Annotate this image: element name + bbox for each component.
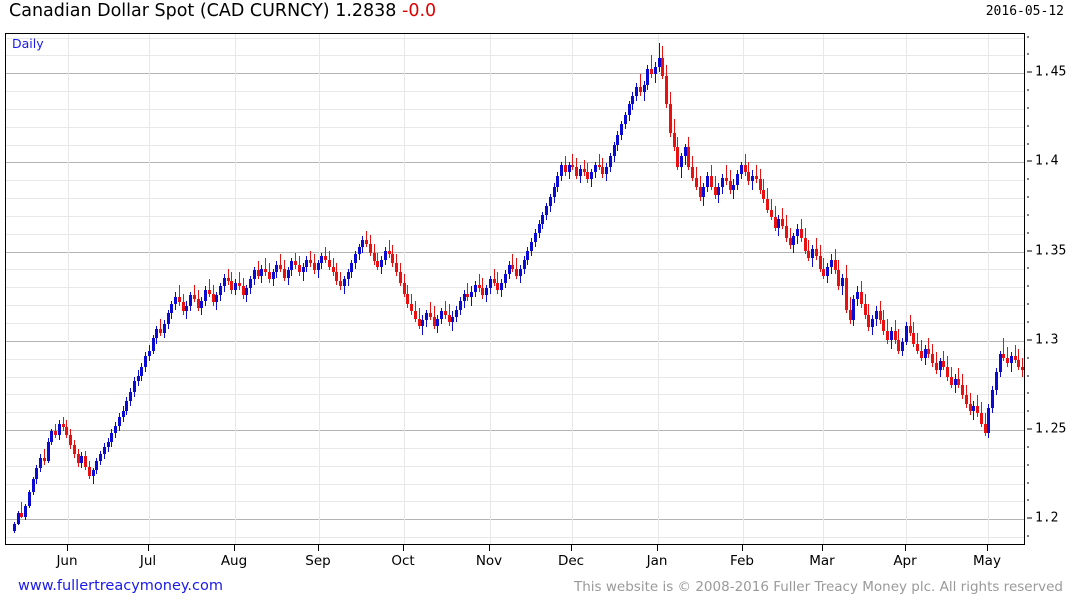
- y-tick-label: 1.35: [1035, 243, 1067, 259]
- x-axis: Jun Jul Aug Sep Oct Nov Dec Jan Feb Mar Apr May: [5, 545, 1025, 573]
- y-tick-mark-minor: [1027, 357, 1029, 359]
- y-tick-mark-minor: [1027, 499, 1029, 501]
- x-tick-mark: [403, 545, 404, 551]
- y-tick-mark-minor: [1027, 285, 1029, 287]
- y-tick-mark-minor: [1027, 214, 1029, 216]
- y-tick-mark: [1027, 71, 1032, 73]
- y-tick-mark-minor: [1027, 410, 1029, 412]
- x-tick-mark: [822, 545, 823, 551]
- y-tick-mark-minor: [1027, 375, 1029, 377]
- y-tick-mark-minor: [1027, 36, 1029, 38]
- x-tick-label: Jan: [646, 553, 668, 569]
- instrument-name: Canadian Dollar Spot (CAD CURNCY): [9, 1, 330, 21]
- period-label: Daily: [12, 36, 44, 51]
- y-axis: 1.2 1.25 1.3 1.35 1.4 1.45: [1027, 33, 1075, 545]
- y-tick-mark-minor: [1027, 321, 1029, 323]
- y-tick-mark-minor: [1027, 125, 1029, 127]
- candlestick-canvas: [6, 34, 1024, 544]
- y-tick-mark-minor: [1027, 107, 1029, 109]
- chart-header: Canadian Dollar Spot (CAD CURNCY) 1.2838…: [0, 0, 1075, 30]
- y-tick-mark-minor: [1027, 482, 1029, 484]
- y-tick-mark: [1027, 428, 1032, 430]
- x-tick-mark: [905, 545, 906, 551]
- x-tick-label: Jul: [139, 553, 157, 569]
- chart-footer: www.fullertreacymoney.com This website i…: [0, 574, 1075, 600]
- y-tick-mark-minor: [1027, 232, 1029, 234]
- y-tick-mark-minor: [1027, 196, 1029, 198]
- x-tick-mark: [657, 545, 658, 551]
- y-tick-mark-minor: [1027, 303, 1029, 305]
- x-tick-mark: [987, 545, 988, 551]
- grid-major: [6, 73, 1024, 520]
- last-price: 1.2838: [335, 1, 397, 21]
- candlestick-series: [13, 43, 1024, 533]
- y-tick-mark: [1027, 517, 1032, 519]
- x-tick-label: Sep: [305, 553, 331, 569]
- y-tick-label: 1.2: [1035, 510, 1059, 526]
- x-tick-label: Apr: [893, 553, 917, 569]
- x-tick-mark: [234, 545, 235, 551]
- price-change: -0.0: [402, 1, 437, 21]
- copyright-notice: This website is © 2008-2016 Fuller Treac…: [574, 579, 1063, 595]
- y-tick-mark-minor: [1027, 143, 1029, 145]
- y-tick-mark-minor: [1027, 267, 1029, 269]
- y-tick-mark-minor: [1027, 53, 1029, 55]
- y-tick-label: 1.4: [1035, 153, 1059, 169]
- grid-vertical: [68, 34, 989, 544]
- y-tick-mark-minor: [1027, 89, 1029, 91]
- chart-date: 2016-05-12: [985, 4, 1064, 19]
- y-tick-mark-minor: [1027, 464, 1029, 466]
- x-tick-label: Jun: [56, 553, 78, 569]
- page-title: Canadian Dollar Spot (CAD CURNCY) 1.2838…: [9, 1, 436, 21]
- x-tick-mark: [489, 545, 490, 551]
- x-tick-mark: [571, 545, 572, 551]
- x-tick-label: Oct: [391, 553, 415, 569]
- x-tick-label: Dec: [557, 553, 585, 569]
- y-tick-label: 1.25: [1035, 421, 1067, 437]
- x-tick-mark: [742, 545, 743, 551]
- chart-plot-area: Daily: [5, 33, 1025, 545]
- y-tick-label: 1.45: [1035, 64, 1067, 80]
- y-tick-mark-minor: [1027, 535, 1029, 537]
- x-tick-mark: [318, 545, 319, 551]
- y-tick-mark-minor: [1027, 446, 1029, 448]
- x-tick-label: Mar: [809, 553, 835, 569]
- x-tick-label: May: [973, 553, 1001, 569]
- grid-minor: [6, 38, 1024, 538]
- y-tick-mark-minor: [1027, 392, 1029, 394]
- y-tick-mark: [1027, 160, 1032, 162]
- x-tick-mark: [148, 545, 149, 551]
- x-tick-label: Nov: [475, 553, 503, 569]
- website-url[interactable]: www.fullertreacymoney.com: [18, 578, 223, 594]
- y-tick-mark-minor: [1027, 178, 1029, 180]
- y-tick-mark: [1027, 250, 1032, 252]
- x-tick-label: Feb: [730, 553, 754, 569]
- y-tick-label: 1.3: [1035, 332, 1059, 348]
- x-tick-label: Aug: [220, 553, 248, 569]
- y-tick-mark: [1027, 339, 1032, 341]
- x-tick-mark: [67, 545, 68, 551]
